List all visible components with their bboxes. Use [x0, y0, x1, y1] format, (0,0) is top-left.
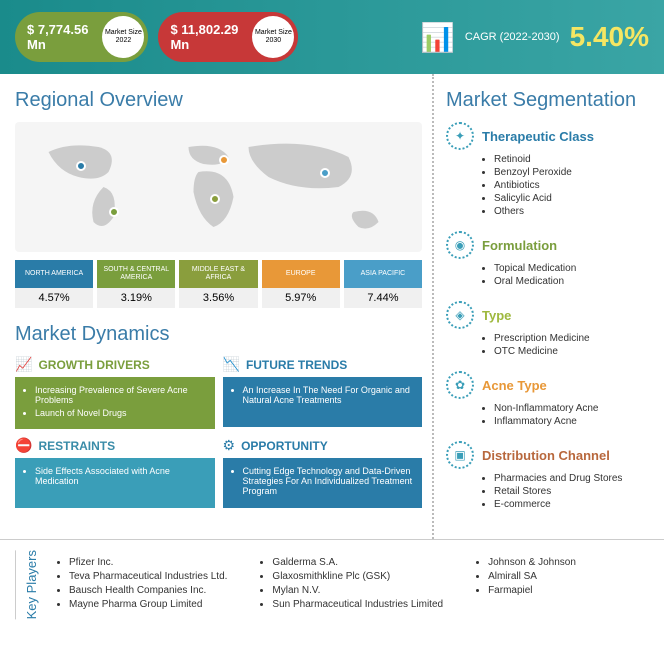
map-dot-eu	[219, 155, 229, 165]
seg-group: ✿ Acne Type Non-Inflammatory Acne Inflammat…	[446, 371, 652, 427]
restraints-icon: ⛔	[15, 437, 32, 454]
segmentation-title: Market Segmentation	[446, 89, 652, 112]
player-item: Farmapiel	[488, 585, 576, 596]
seg-icon: ✿	[446, 371, 474, 399]
seg-item: Salicylic Acid	[494, 193, 652, 204]
map-dot-me	[210, 194, 220, 204]
player-item: Sun Pharmaceutical Industries Limited	[272, 599, 443, 610]
player-item: Bausch Health Companies Inc.	[69, 585, 227, 596]
region-eu: EUROPE5.97%	[262, 260, 340, 308]
seg-item: Inflammatory Acne	[494, 416, 652, 427]
seg-title: Formulation	[482, 238, 557, 253]
market-2030-value: $ 11,802.29	[170, 22, 238, 37]
world-map	[15, 122, 422, 252]
seg-title: Therapeutic Class	[482, 129, 594, 144]
players-column: Pfizer Inc. Teva Pharmaceutical Industrie…	[54, 557, 227, 613]
players-column: Johnson & Johnson Almirall SA Farmapiel	[473, 557, 576, 613]
market-2022-value: $ 7,774.56	[27, 22, 88, 37]
cagr-value: 5.40%	[570, 21, 649, 53]
market-2022-unit: Mn	[27, 37, 46, 52]
seg-item: Oral Medication	[494, 276, 652, 287]
restraints-box: ⛔RESTRAINTS Side Effects Associated with…	[15, 437, 215, 508]
seg-item: Others	[494, 206, 652, 217]
seg-item: Topical Medication	[494, 263, 652, 274]
player-item: Pfizer Inc.	[69, 557, 227, 568]
cagr-section: 📊 CAGR (2022-2030) 5.40%	[420, 21, 649, 54]
player-item: Galderma S.A.	[272, 557, 443, 568]
seg-item: OTC Medicine	[494, 346, 652, 357]
players-column: Galderma S.A. Glaxosmithkline Plc (GSK) My…	[257, 557, 443, 613]
header-bar: $ 7,774.56Mn Market Size 2022 $ 11,802.2…	[0, 0, 664, 74]
seg-icon: ▣	[446, 441, 474, 469]
market-2022-pill: $ 7,774.56Mn Market Size 2022	[15, 12, 148, 62]
market-2030-unit: Mn	[170, 37, 189, 52]
map-dot-sa	[109, 207, 119, 217]
seg-icon: ✦	[446, 122, 474, 150]
seg-group: ◉ Formulation Topical Medication Oral Medic…	[446, 231, 652, 287]
player-item: Mylan N.V.	[272, 585, 443, 596]
player-item: Johnson & Johnson	[488, 557, 576, 568]
regions-row: NORTH AMERICA4.57% SOUTH & CENTRAL AMERI…	[15, 260, 422, 308]
seg-item: Prescription Medicine	[494, 333, 652, 344]
seg-item: E-commerce	[494, 499, 652, 510]
seg-group: ◈ Type Prescription Medicine OTC Medicine	[446, 301, 652, 357]
region-me: MIDDLE EAST & AFRICA3.56%	[179, 260, 257, 308]
seg-group: ▣ Distribution Channel Pharmacies and Drug…	[446, 441, 652, 510]
seg-title: Acne Type	[482, 378, 547, 393]
region-na: NORTH AMERICA4.57%	[15, 260, 93, 308]
seg-item: Retinoid	[494, 154, 652, 165]
seg-item: Benzoyl Peroxide	[494, 167, 652, 178]
key-players-section: Key Players Pfizer Inc. Teva Pharmaceutic…	[0, 539, 664, 629]
market-2022-label: Market Size 2022	[102, 16, 144, 58]
seg-item: Non-Inflammatory Acne	[494, 403, 652, 414]
player-item: Mayne Pharma Group Limited	[69, 599, 227, 610]
region-sa: SOUTH & CENTRAL AMERICA3.19%	[97, 260, 175, 308]
chart-growth-icon: 📊	[420, 21, 455, 54]
seg-title: Distribution Channel	[482, 448, 610, 463]
player-item: Glaxosmithkline Plc (GSK)	[272, 571, 443, 582]
player-item: Teva Pharmaceutical Industries Ltd.	[69, 571, 227, 582]
map-dot-ap	[320, 168, 330, 178]
growth-drivers-box: 📈GROWTH DRIVERS Increasing Prevalence of…	[15, 356, 215, 429]
opportunity-icon: ⚙	[223, 437, 236, 454]
regional-title: Regional Overview	[15, 89, 422, 112]
growth-icon: 📈	[15, 356, 32, 373]
opportunity-box: ⚙OPPORTUNITY Cutting Edge Technology and…	[223, 437, 423, 508]
future-trends-box: 📉FUTURE TRENDS An Increase In The Need F…	[223, 356, 423, 429]
seg-group: ✦ Therapeutic Class Retinoid Benzoyl Peroxi…	[446, 122, 652, 217]
key-players-label: Key Players	[15, 550, 39, 619]
market-2030-pill: $ 11,802.29Mn Market Size 2030	[158, 12, 298, 62]
seg-icon: ◈	[446, 301, 474, 329]
player-item: Almirall SA	[488, 571, 576, 582]
seg-title: Type	[482, 308, 511, 323]
region-ap: ASIA PACIFIC7.44%	[344, 260, 422, 308]
seg-item: Pharmacies and Drug Stores	[494, 473, 652, 484]
cagr-label: CAGR (2022-2030)	[465, 31, 560, 43]
trends-icon: 📉	[223, 356, 240, 373]
seg-icon: ◉	[446, 231, 474, 259]
dynamics-title: Market Dynamics	[15, 323, 422, 346]
map-dot-na	[76, 161, 86, 171]
seg-item: Antibiotics	[494, 180, 652, 191]
seg-item: Retail Stores	[494, 486, 652, 497]
market-2030-label: Market Size 2030	[252, 16, 294, 58]
